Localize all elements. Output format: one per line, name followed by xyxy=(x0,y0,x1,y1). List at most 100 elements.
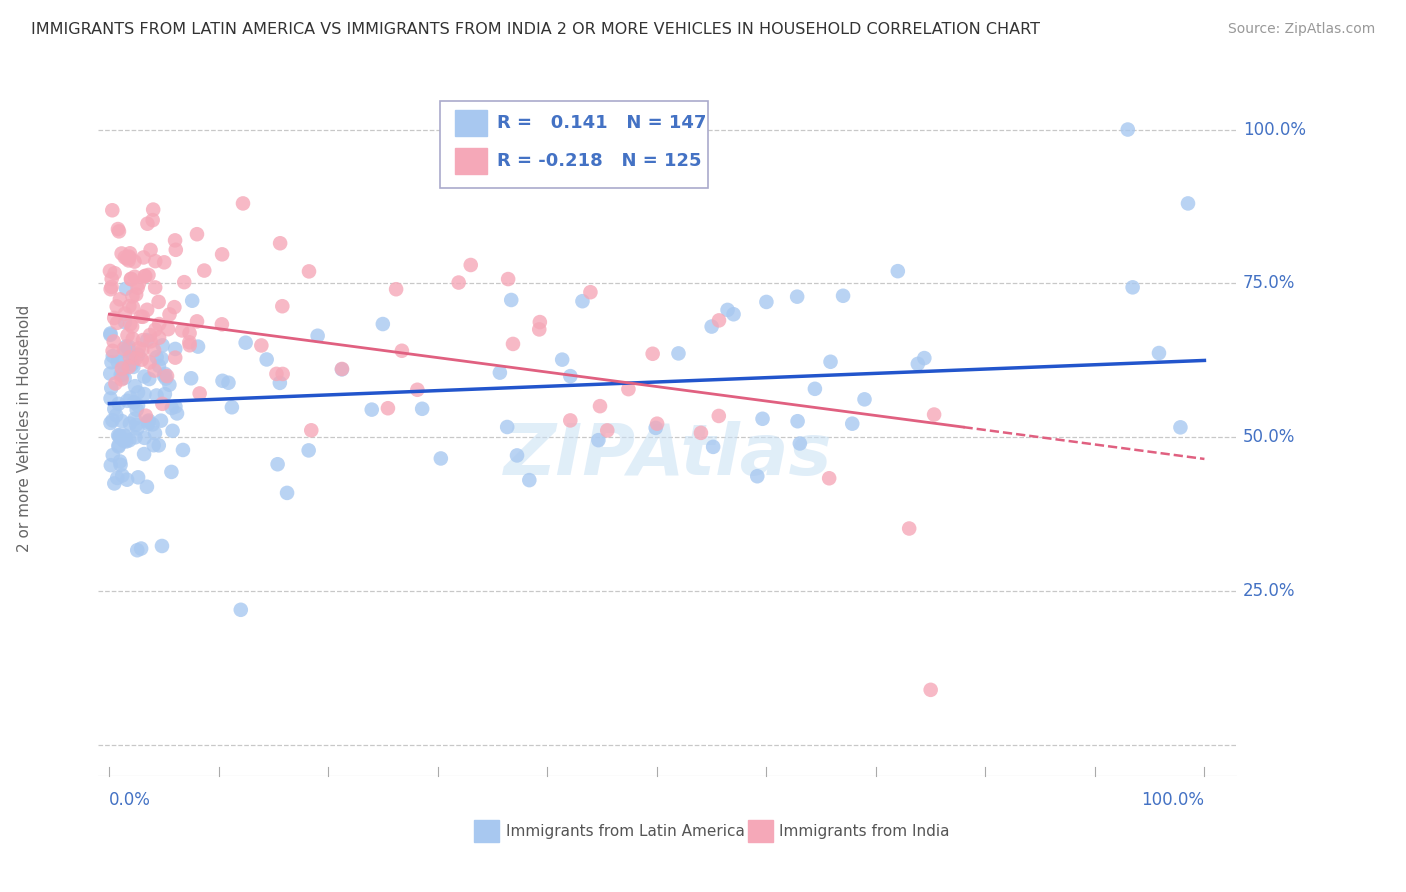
Point xyxy=(411,401,433,416)
Point xyxy=(898,522,921,536)
Point xyxy=(496,272,519,286)
Point xyxy=(127,385,149,400)
Text: 0.0%: 0.0% xyxy=(110,791,152,809)
Point xyxy=(98,367,121,381)
Text: R =   0.141   N = 147: R = 0.141 N = 147 xyxy=(498,113,706,132)
Point xyxy=(179,335,201,350)
Point xyxy=(789,436,811,450)
Point xyxy=(114,429,136,443)
Point xyxy=(118,253,141,268)
Point xyxy=(115,282,138,296)
Point xyxy=(132,447,155,461)
Point xyxy=(153,255,176,269)
Point xyxy=(269,236,291,251)
Point xyxy=(127,421,149,435)
Point xyxy=(645,417,668,431)
Point xyxy=(139,243,162,257)
Point xyxy=(100,280,122,294)
Point xyxy=(103,476,125,491)
Point xyxy=(103,310,125,325)
Point xyxy=(149,414,172,428)
Point xyxy=(127,281,149,295)
Point xyxy=(271,299,294,313)
Point xyxy=(108,454,131,468)
Point xyxy=(107,440,129,454)
Point xyxy=(127,543,149,558)
Point xyxy=(136,217,159,231)
Point xyxy=(579,285,602,300)
Point xyxy=(100,458,122,473)
Point xyxy=(820,355,842,369)
Point xyxy=(148,317,170,331)
Point xyxy=(136,415,159,429)
Point xyxy=(179,338,201,352)
Point xyxy=(101,349,124,363)
Point xyxy=(118,351,141,365)
Point xyxy=(125,417,148,432)
Point xyxy=(160,401,183,415)
Point xyxy=(391,343,413,358)
Point xyxy=(152,338,174,352)
Point xyxy=(108,293,131,307)
Point xyxy=(101,343,124,358)
Point xyxy=(157,322,180,336)
Point xyxy=(111,414,134,428)
Point xyxy=(135,409,157,423)
Point xyxy=(250,338,273,352)
Point xyxy=(101,203,124,218)
Point xyxy=(136,333,159,347)
Point xyxy=(560,369,582,384)
Point xyxy=(920,682,942,697)
Point xyxy=(298,443,321,458)
Bar xyxy=(456,148,486,174)
Point xyxy=(266,457,288,471)
Point xyxy=(115,252,138,266)
Point xyxy=(114,371,136,385)
Point xyxy=(818,471,841,485)
Point xyxy=(127,399,149,413)
Point xyxy=(103,402,125,417)
Point xyxy=(124,269,146,284)
Point xyxy=(128,277,150,291)
Point xyxy=(108,428,131,442)
Text: Immigrants from India: Immigrants from India xyxy=(779,824,950,839)
Point xyxy=(377,401,399,416)
Point xyxy=(163,300,186,314)
Point xyxy=(186,227,208,242)
Point xyxy=(150,351,173,366)
Point xyxy=(148,294,170,309)
Point xyxy=(786,290,808,304)
Point xyxy=(360,402,382,417)
Point xyxy=(385,282,408,296)
Point xyxy=(136,302,159,317)
Point xyxy=(235,335,257,350)
Point xyxy=(118,246,141,260)
Point xyxy=(101,448,124,462)
Point xyxy=(723,307,745,321)
Point xyxy=(142,438,165,452)
Point xyxy=(125,402,148,417)
Point xyxy=(128,341,150,355)
Point xyxy=(330,362,353,376)
Point xyxy=(121,289,143,303)
Point xyxy=(118,434,141,448)
Point xyxy=(100,272,122,286)
Point xyxy=(155,371,177,385)
Point xyxy=(922,408,945,422)
Point xyxy=(125,287,148,301)
Point xyxy=(134,431,156,445)
Point xyxy=(702,440,724,454)
Point xyxy=(330,362,353,376)
Point xyxy=(460,258,482,272)
Point xyxy=(134,369,156,384)
Point xyxy=(832,289,855,303)
Point xyxy=(153,387,176,401)
Point xyxy=(159,307,181,321)
Point xyxy=(115,434,138,449)
Point xyxy=(150,539,173,553)
Point xyxy=(134,268,156,283)
Point xyxy=(98,327,121,342)
Point xyxy=(121,358,143,372)
Text: Immigrants from Latin America: Immigrants from Latin America xyxy=(506,824,745,839)
Point xyxy=(1116,122,1139,136)
